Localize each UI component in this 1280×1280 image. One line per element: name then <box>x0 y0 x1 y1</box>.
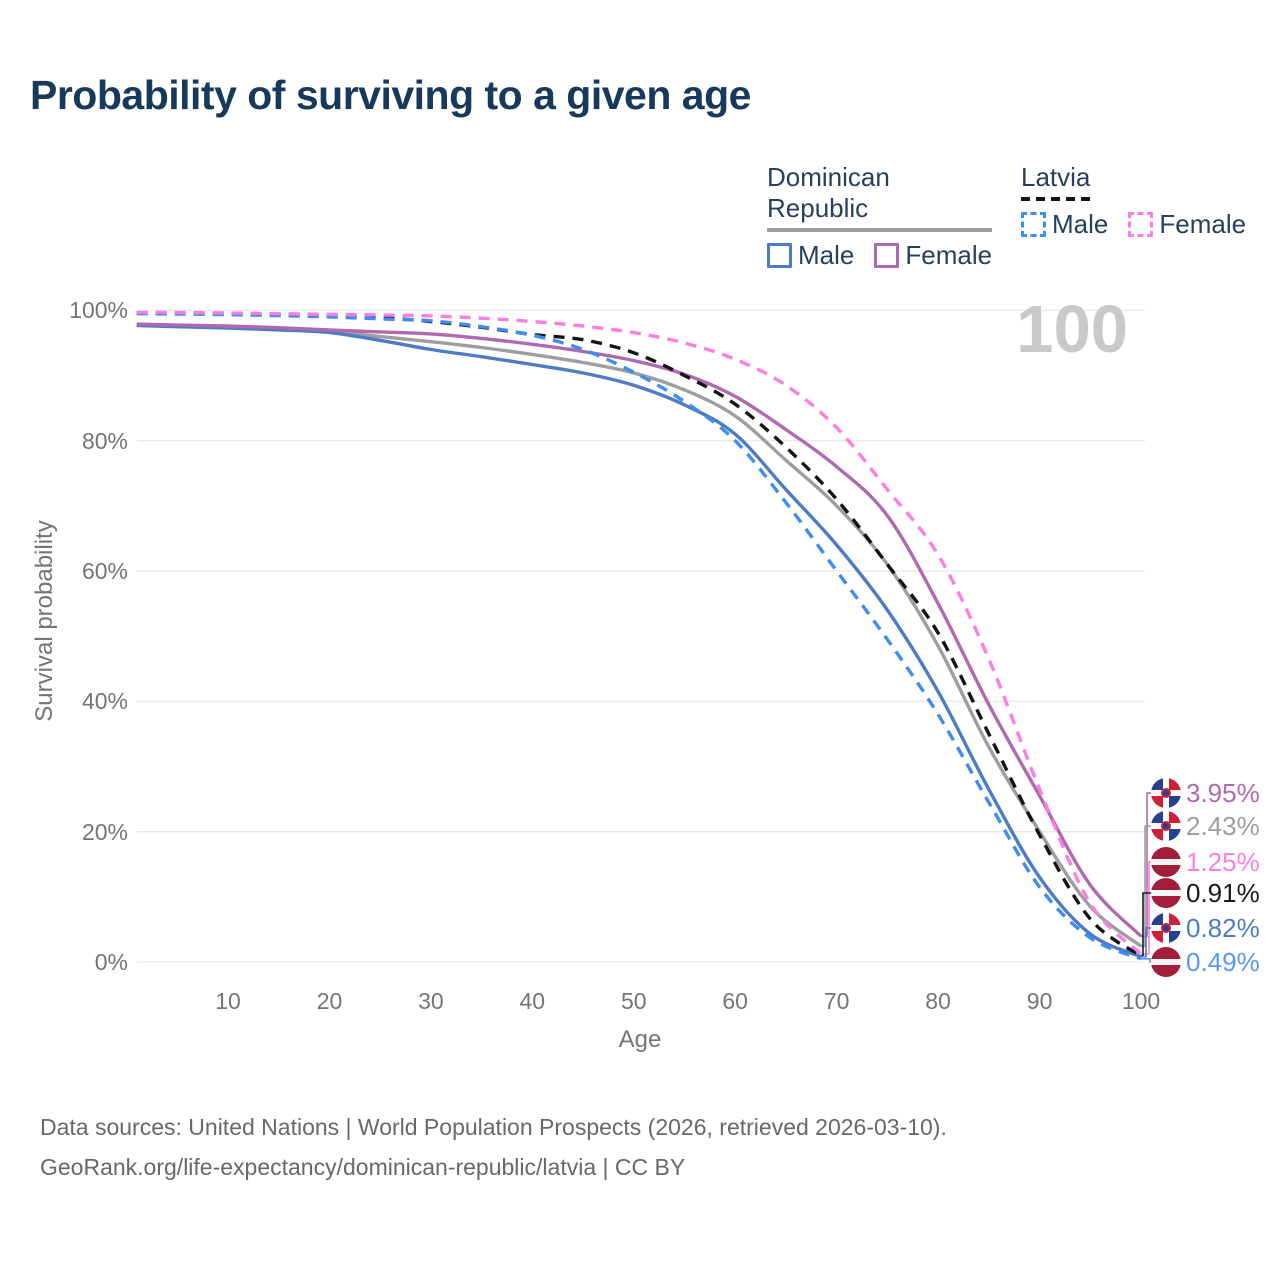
y-tick-100: 100% <box>69 297 128 324</box>
end-label-value: 1.25% <box>1186 847 1260 877</box>
end-label-dr-male: 0.82% <box>1151 913 1260 943</box>
x-axis-title: Age <box>618 1026 662 1053</box>
x-tick-70: 70 <box>823 988 850 1014</box>
latvia-flag-icon <box>1151 947 1181 977</box>
legend-swatch-icon <box>1021 212 1046 237</box>
dominican-republic-flag-icon <box>1151 778 1181 808</box>
series-line-dr-male <box>136 323 1142 959</box>
series-line-lv-both <box>136 311 1143 958</box>
legend-linestyle-sample-dashed <box>1021 197 1091 201</box>
legend-item-label: Female <box>905 240 993 270</box>
end-label-value: 0.91% <box>1186 878 1260 908</box>
legend-item-label: Female <box>1159 209 1247 239</box>
legend-swatch-icon <box>874 243 900 268</box>
end-label-connector-dr-male <box>1141 927 1153 958</box>
series-line-dr-both <box>136 323 1143 948</box>
x-tick-50: 50 <box>621 988 647 1014</box>
legend-group-latvia: Latvia Male Female <box>1021 162 1246 240</box>
x-tick-30: 30 <box>418 988 444 1014</box>
page-title: Probability of surviving to a given age <box>30 72 751 118</box>
legend-item-label: Male <box>798 240 855 270</box>
x-tick-80: 80 <box>925 988 951 1014</box>
x-tick-100: 100 <box>1121 988 1161 1014</box>
y-tick-80: 80% <box>81 427 128 454</box>
footer-attribution: GeoRank.org/life-expectancy/dominican-re… <box>40 1154 686 1180</box>
watermark-age-100: 100 <box>1016 292 1128 367</box>
legend-swatch-icon <box>767 243 792 268</box>
legend-swatch-icon <box>1128 212 1154 237</box>
y-tick-20: 20% <box>81 818 128 845</box>
x-tick-60: 60 <box>722 988 748 1014</box>
legend-linestyle-sample-solid <box>767 228 993 232</box>
legend-item-latvia-female[interactable]: Female <box>1128 209 1246 240</box>
x-tick-10: 10 <box>215 988 241 1014</box>
dominican-republic-flag-icon <box>1151 913 1181 943</box>
series-line-lv-female <box>136 310 1143 956</box>
end-label-lv-male: 0.49% <box>1151 947 1260 977</box>
end-label-value: 0.49% <box>1186 947 1260 977</box>
legend-item-latvia-male[interactable]: Male <box>1021 209 1108 240</box>
footer-data-sources: Data sources: United Nations | World Pop… <box>40 1114 947 1140</box>
legend-item-label: Male <box>1052 209 1109 239</box>
legend-item-dr-female[interactable]: Female <box>874 240 992 271</box>
footer: Data sources: United Nations | World Pop… <box>40 1107 947 1187</box>
end-label-value: 0.82% <box>1186 913 1260 943</box>
series-line-dr-female <box>136 322 1143 938</box>
x-tick-20: 20 <box>316 988 343 1014</box>
x-tick-90: 90 <box>1026 988 1053 1014</box>
end-label-value: 2.43% <box>1186 811 1260 841</box>
y-axis-title: Survival probability <box>31 520 58 722</box>
series-line-lv-male <box>136 312 1142 961</box>
end-label-lv-both: 0.91% <box>1151 878 1260 908</box>
legend-country-label: Dominican Republic <box>767 162 890 223</box>
legend-country-label: Latvia <box>1021 162 1091 192</box>
end-label-dr-both: 2.43% <box>1151 811 1260 841</box>
legend-group-dominican-republic: Dominican Republic Male Female <box>767 162 993 271</box>
end-label-connector-dr-female <box>1141 792 1153 938</box>
y-tick-40: 40% <box>81 688 128 715</box>
end-label-value: 3.95% <box>1186 778 1260 808</box>
y-tick-0: 0% <box>94 949 128 975</box>
x-tick-40: 40 <box>519 988 546 1014</box>
latvia-flag-icon <box>1151 847 1181 877</box>
dominican-republic-flag-icon <box>1151 811 1181 841</box>
legend-item-dr-male[interactable]: Male <box>767 240 854 271</box>
latvia-flag-icon <box>1151 878 1181 908</box>
end-label-dr-female: 3.95% <box>1151 778 1260 808</box>
y-tick-60: 60% <box>81 558 128 585</box>
end-label-lv-female: 1.25% <box>1151 847 1260 877</box>
